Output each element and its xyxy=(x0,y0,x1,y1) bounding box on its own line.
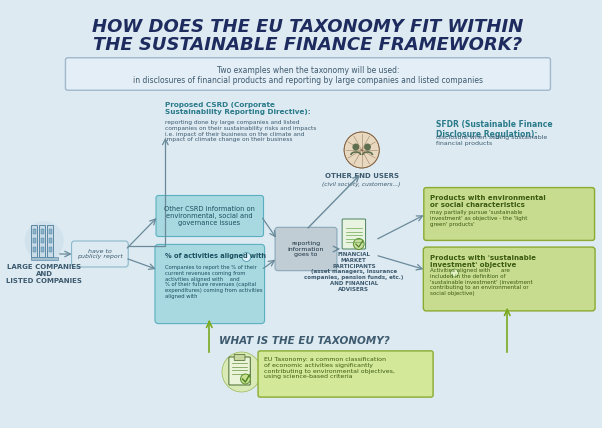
Circle shape xyxy=(242,253,251,262)
Text: OTHER END USERS: OTHER END USERS xyxy=(324,173,399,179)
FancyBboxPatch shape xyxy=(424,187,595,241)
Text: WHAT IS THE EU TAXONOMY?: WHAT IS THE EU TAXONOMY? xyxy=(219,336,390,346)
FancyBboxPatch shape xyxy=(234,354,245,360)
FancyBboxPatch shape xyxy=(156,196,264,237)
Text: Products with environmental
or social characteristics: Products with environmental or social ch… xyxy=(430,195,546,208)
FancyBboxPatch shape xyxy=(72,241,128,267)
Circle shape xyxy=(344,132,379,168)
Text: Proposed CSRD (Corporate
Sustainability Reporting Directive):: Proposed CSRD (Corporate Sustainability … xyxy=(166,102,311,115)
Bar xyxy=(47,225,53,257)
Text: (civil society, customers...): (civil society, customers...) xyxy=(323,182,401,187)
Bar xyxy=(41,247,44,252)
Bar xyxy=(41,229,44,234)
FancyBboxPatch shape xyxy=(66,58,550,90)
Text: HOW DOES THE EU TAXONOMY FIT WITHIN: HOW DOES THE EU TAXONOMY FIT WITHIN xyxy=(92,18,524,36)
Text: in disclosures of financial products and reporting by large companies and listed: in disclosures of financial products and… xyxy=(133,75,483,84)
Circle shape xyxy=(352,143,359,151)
Text: EU Taxonomy: a common classification
of economic activities significantly
contri: EU Taxonomy: a common classification of … xyxy=(264,357,395,379)
Bar xyxy=(33,229,36,234)
Bar xyxy=(31,257,58,260)
Circle shape xyxy=(353,238,364,250)
Text: Companies to report the % of their
current revenues coming from
activities align: Companies to report the % of their curre… xyxy=(166,265,263,299)
Bar xyxy=(33,238,36,243)
Text: disclosure when selling sustainable
financial products: disclosure when selling sustainable fina… xyxy=(436,135,547,146)
Text: Activities aligned with      are
included in the definition of
'sustainable inve: Activities aligned with are included in … xyxy=(430,268,533,296)
Bar xyxy=(41,238,44,243)
Text: may partially pursue 'sustainable
investment' as objective - the 'light
green' p: may partially pursue 'sustainable invest… xyxy=(430,210,527,226)
FancyBboxPatch shape xyxy=(342,219,365,249)
Text: reporting
information
goes to: reporting information goes to xyxy=(288,241,324,257)
Text: reporting done by large companies and listed
companies on their sustainability r: reporting done by large companies and li… xyxy=(166,120,317,143)
Text: Two examples when the taxonomy will be used:: Two examples when the taxonomy will be u… xyxy=(217,65,399,74)
Bar xyxy=(31,225,37,257)
Text: LARGE COMPANIES
AND
LISTED COMPANIES: LARGE COMPANIES AND LISTED COMPANIES xyxy=(6,264,82,284)
Text: have to
publicly report: have to publicly report xyxy=(77,249,123,259)
Text: Other CSRD information on
environmental, social and
governance issues: Other CSRD information on environmental,… xyxy=(164,206,255,226)
Text: % of activities aligned with: % of activities aligned with xyxy=(166,253,266,259)
Circle shape xyxy=(364,143,371,151)
Bar xyxy=(49,247,52,252)
Text: THE SUSTAINABLE FINANCE FRAMEWORK?: THE SUSTAINABLE FINANCE FRAMEWORK? xyxy=(93,36,523,54)
Circle shape xyxy=(222,352,261,392)
Text: Products with 'sustainable
investment' objective: Products with 'sustainable investment' o… xyxy=(430,255,536,268)
Bar xyxy=(39,225,45,257)
FancyBboxPatch shape xyxy=(155,244,265,324)
Bar xyxy=(49,229,52,234)
FancyBboxPatch shape xyxy=(423,247,595,311)
Text: SFDR (Sustainable Finance
Disclosure Regulation):: SFDR (Sustainable Finance Disclosure Reg… xyxy=(436,120,553,140)
FancyBboxPatch shape xyxy=(229,357,250,385)
Circle shape xyxy=(25,221,64,261)
FancyBboxPatch shape xyxy=(258,351,433,397)
Circle shape xyxy=(241,374,250,384)
Bar xyxy=(33,247,36,252)
Bar xyxy=(49,238,52,243)
FancyBboxPatch shape xyxy=(275,227,337,270)
Text: FINANCIAL
MARKET
PARTICIPANTS
(asset managers, insurance
companies, pension fund: FINANCIAL MARKET PARTICIPANTS (asset man… xyxy=(304,252,403,292)
Circle shape xyxy=(450,269,458,277)
